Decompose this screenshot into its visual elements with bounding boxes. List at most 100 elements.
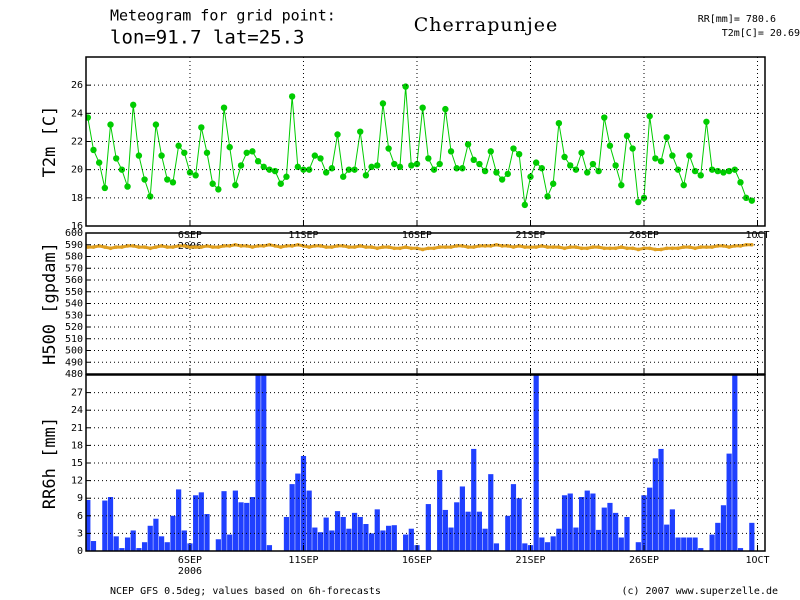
bar xyxy=(357,516,363,551)
point xyxy=(357,128,364,135)
x-tick-label: 21SEP xyxy=(515,555,545,566)
point xyxy=(669,152,676,159)
bar xyxy=(749,522,755,551)
point xyxy=(396,163,404,171)
bar xyxy=(516,498,522,551)
x-tick-label: 11SEP xyxy=(288,230,318,241)
point xyxy=(311,152,319,159)
bar xyxy=(715,522,721,551)
bar xyxy=(102,500,108,551)
point xyxy=(368,163,375,171)
point xyxy=(369,245,374,249)
point xyxy=(555,119,563,127)
bar xyxy=(709,534,715,551)
x-tick-label: 26SEP xyxy=(629,230,659,241)
point xyxy=(698,245,703,249)
bar xyxy=(266,545,273,551)
point xyxy=(567,162,574,169)
point xyxy=(459,165,466,172)
point xyxy=(426,246,431,251)
point xyxy=(237,162,245,169)
point xyxy=(574,245,578,249)
point xyxy=(210,245,215,249)
bar xyxy=(119,548,125,551)
point xyxy=(613,246,618,251)
point xyxy=(642,246,646,251)
bar xyxy=(317,532,324,551)
footer-credit: (c) 2007 www.superzelle.de xyxy=(621,586,778,597)
point xyxy=(120,245,124,249)
bar xyxy=(698,548,704,551)
point xyxy=(748,197,756,204)
bar xyxy=(675,537,681,551)
point xyxy=(266,166,273,173)
point xyxy=(209,180,216,187)
bar xyxy=(595,529,602,551)
point xyxy=(494,242,499,247)
bar xyxy=(295,473,301,551)
y-tick-label: 24 xyxy=(71,108,83,119)
bar xyxy=(459,486,465,551)
point xyxy=(703,118,710,125)
y-tick-label: 0 xyxy=(77,546,83,557)
point xyxy=(403,245,408,249)
bar xyxy=(635,542,641,551)
point xyxy=(618,181,625,189)
point xyxy=(124,183,131,190)
y-tick-label: 15 xyxy=(71,458,83,469)
point xyxy=(704,245,709,249)
point xyxy=(107,121,114,128)
y-tick-label: 18 xyxy=(71,440,83,451)
point xyxy=(358,244,363,248)
point xyxy=(164,176,171,183)
point xyxy=(148,246,153,251)
bar xyxy=(488,474,494,551)
point xyxy=(680,181,687,189)
point xyxy=(487,148,494,155)
bar xyxy=(425,504,431,551)
point xyxy=(313,244,317,248)
bar xyxy=(289,484,295,551)
point xyxy=(176,244,181,248)
x-tick-label: 26SEP xyxy=(629,555,659,566)
point xyxy=(523,245,527,249)
bar xyxy=(107,497,114,551)
point xyxy=(595,167,602,175)
bar xyxy=(147,525,153,551)
point xyxy=(182,244,187,248)
point xyxy=(260,163,267,171)
point xyxy=(568,245,573,249)
point xyxy=(296,242,300,247)
point xyxy=(750,242,754,247)
point xyxy=(517,244,521,248)
y-tick-label: 12 xyxy=(71,476,83,487)
point xyxy=(402,83,409,90)
point xyxy=(681,245,686,249)
point xyxy=(708,166,716,173)
bar xyxy=(567,493,573,551)
bar xyxy=(340,516,346,551)
y-tick-label: 540 xyxy=(65,299,83,310)
y-tick-label: 20 xyxy=(71,165,83,176)
bar xyxy=(312,527,318,551)
bar xyxy=(391,525,397,551)
bar xyxy=(476,511,483,551)
bar xyxy=(86,499,91,551)
point xyxy=(454,244,459,248)
bar xyxy=(505,515,511,551)
point xyxy=(334,131,341,138)
point xyxy=(220,104,228,111)
plot-area xyxy=(86,83,756,209)
bar xyxy=(215,539,221,551)
point xyxy=(181,149,188,156)
point xyxy=(341,244,346,248)
point xyxy=(471,245,476,249)
bar xyxy=(493,543,500,551)
point xyxy=(636,247,641,252)
point xyxy=(437,245,442,249)
point xyxy=(584,169,591,176)
series-band xyxy=(87,243,752,251)
y-tick-label: 6 xyxy=(77,511,83,522)
